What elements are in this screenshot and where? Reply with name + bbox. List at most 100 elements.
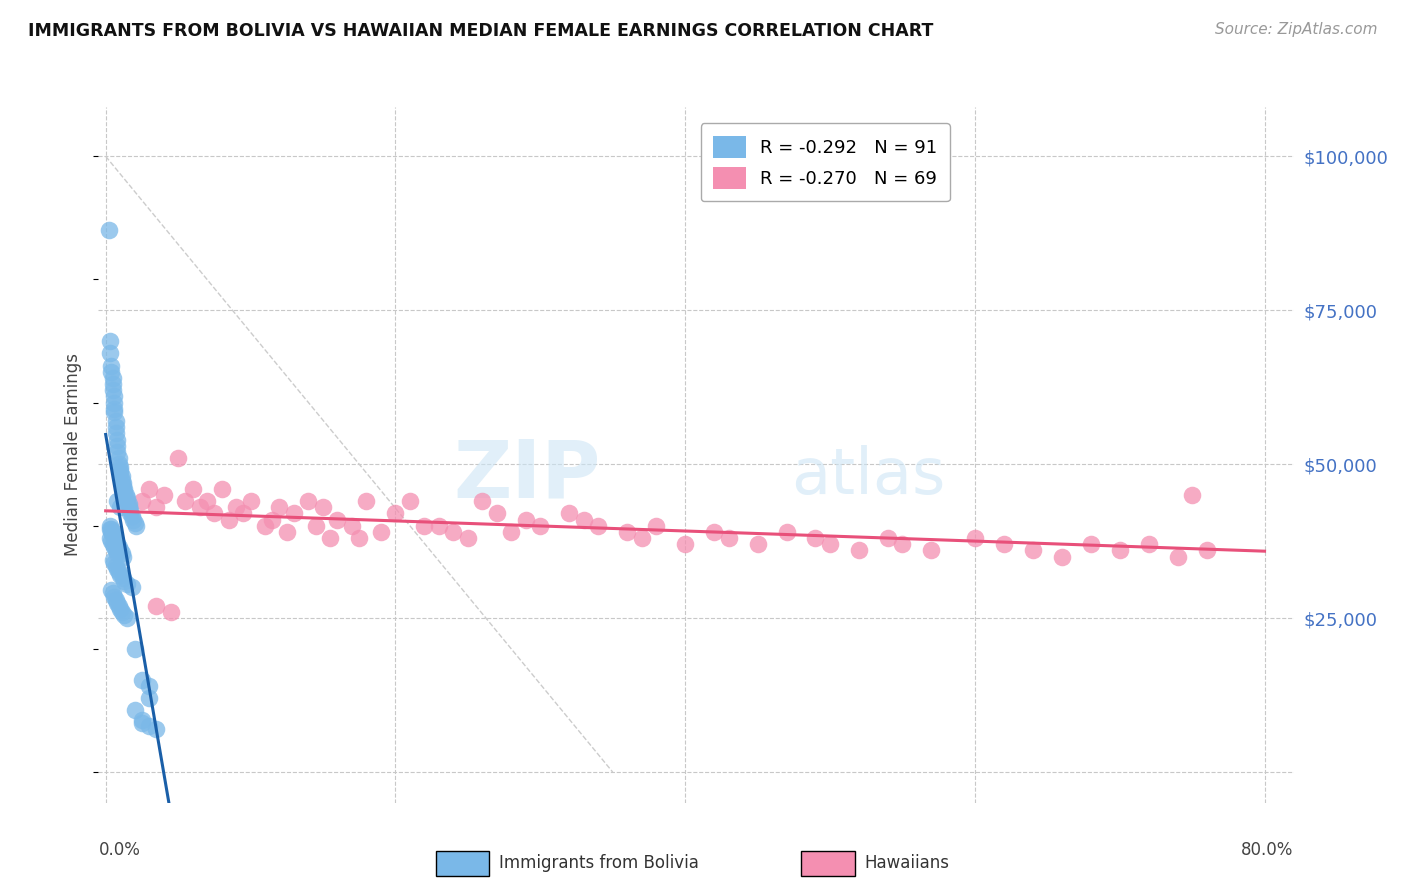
Point (131, 494, 153, 508)
Point (775, 524, 797, 539)
Point (97, 223, 120, 237)
Point (105, 562, 128, 576)
Point (218, 512, 240, 526)
Point (105, 433, 128, 447)
Text: Hawaiians: Hawaiians (865, 855, 949, 872)
Point (100, 534, 122, 549)
Point (804, 531, 827, 545)
Point (195, 494, 218, 508)
Point (117, 611, 139, 625)
Point (103, 556, 125, 570)
Point (347, 531, 370, 545)
Point (100, 583, 122, 598)
Point (131, 715, 153, 730)
Point (117, 491, 139, 505)
Text: 80.0%: 80.0% (1241, 841, 1294, 859)
Point (98, 518, 121, 533)
Text: Source: ZipAtlas.com: Source: ZipAtlas.com (1215, 22, 1378, 37)
Point (114, 484, 136, 499)
Point (877, 531, 900, 545)
Point (98, 334, 121, 348)
Point (101, 528, 124, 542)
Point (145, 722, 167, 736)
Point (104, 592, 127, 607)
Point (145, 599, 167, 613)
Point (107, 599, 129, 613)
Point (105, 494, 128, 508)
Point (283, 507, 305, 521)
Point (100, 522, 122, 536)
Point (717, 531, 740, 545)
Point (104, 543, 127, 558)
Point (993, 537, 1015, 551)
Point (112, 475, 135, 490)
Point (1181, 488, 1204, 502)
Point (370, 524, 392, 539)
Point (108, 460, 131, 475)
Point (110, 546, 132, 560)
Point (232, 507, 254, 521)
Point (110, 473, 132, 487)
Y-axis label: Median Female Earnings: Median Female Earnings (65, 353, 83, 557)
Point (104, 414, 127, 428)
Point (104, 420, 127, 434)
Point (1022, 543, 1045, 558)
Point (269, 500, 291, 515)
Point (117, 494, 139, 508)
Point (107, 565, 129, 579)
Point (103, 389, 125, 403)
Point (103, 405, 125, 419)
Point (167, 450, 190, 465)
Point (262, 512, 284, 526)
Point (107, 457, 129, 471)
Point (112, 549, 135, 564)
Point (515, 512, 537, 526)
Point (818, 537, 841, 551)
Point (124, 703, 146, 717)
Point (239, 494, 262, 508)
Point (104, 426, 127, 441)
Point (101, 384, 124, 398)
Point (586, 518, 609, 533)
Point (124, 516, 146, 530)
Point (413, 518, 436, 533)
Point (100, 365, 122, 379)
Text: IMMIGRANTS FROM BOLIVIA VS HAWAIIAN MEDIAN FEMALE EARNINGS CORRELATION CHART: IMMIGRANTS FROM BOLIVIA VS HAWAIIAN MEDI… (28, 22, 934, 40)
Point (117, 577, 139, 591)
Point (1050, 549, 1073, 564)
Point (105, 445, 128, 459)
Point (125, 518, 148, 533)
Point (181, 482, 204, 496)
Point (108, 568, 131, 582)
Point (107, 541, 129, 555)
Point (103, 401, 125, 416)
Point (1080, 537, 1102, 551)
Point (98, 346, 121, 360)
Point (101, 377, 124, 392)
Point (105, 537, 128, 551)
Point (572, 512, 595, 526)
Point (107, 450, 129, 465)
Point (174, 494, 197, 508)
Point (100, 524, 122, 539)
Point (121, 580, 143, 594)
Point (101, 524, 124, 539)
Point (138, 482, 160, 496)
Point (105, 439, 128, 453)
Point (1195, 543, 1218, 558)
Point (98, 531, 121, 545)
Point (501, 524, 523, 539)
Point (276, 524, 298, 539)
Point (427, 518, 450, 533)
Point (114, 574, 136, 589)
Point (114, 607, 136, 622)
Legend: R = -0.292   N = 91, R = -0.270   N = 69: R = -0.292 N = 91, R = -0.270 N = 69 (700, 123, 950, 202)
Point (103, 528, 125, 542)
Point (110, 605, 132, 619)
Point (356, 494, 378, 508)
Point (104, 534, 127, 549)
Point (297, 494, 319, 508)
Point (103, 541, 125, 555)
Point (645, 518, 668, 533)
Point (145, 500, 167, 515)
